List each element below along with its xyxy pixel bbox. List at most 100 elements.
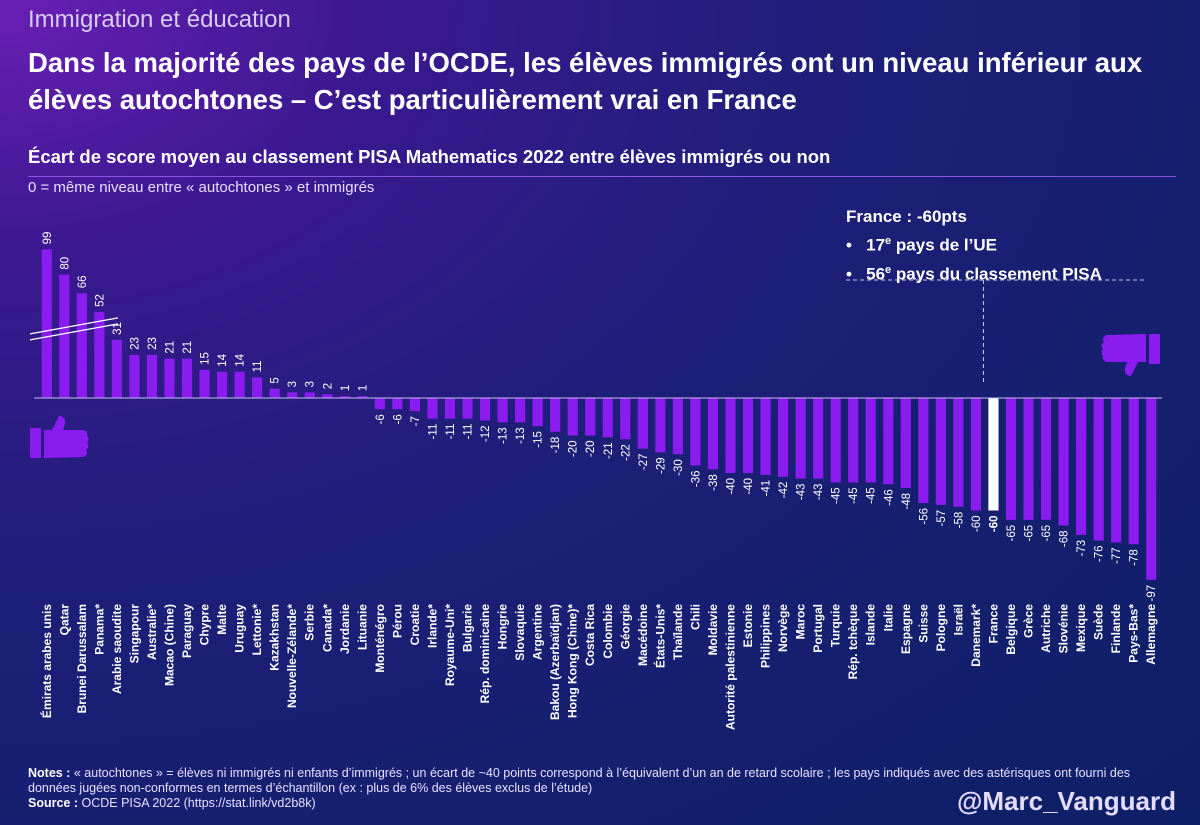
bar-12 (252, 377, 263, 398)
bar-19 (374, 398, 385, 410)
bar-62 (1128, 398, 1139, 545)
value-label-6: 23 (147, 337, 159, 350)
category-label-12: Lettonie* (250, 604, 264, 656)
value-label-19: -6 (375, 414, 387, 424)
bar-21 (409, 398, 421, 412)
value-label-50: -56 (918, 508, 930, 525)
bar-14 (287, 392, 298, 398)
bar-54 (988, 398, 999, 511)
category-label-35: États-Unis* (652, 604, 667, 668)
notes-label: Notes : (28, 766, 71, 780)
value-label-10: 14 (217, 353, 229, 366)
bar-7 (164, 358, 175, 398)
value-label-20: -6 (392, 414, 404, 424)
bar-63 (1146, 398, 1157, 580)
bar-61 (1111, 398, 1122, 543)
bar-35 (655, 398, 666, 453)
category-label-53: Danemark* (969, 604, 983, 667)
value-label-48: -46 (883, 489, 895, 506)
bar-33 (620, 398, 631, 440)
eu-rank-suffix: e (885, 235, 892, 247)
bar-17 (339, 396, 350, 398)
value-label-63: -97 (1146, 585, 1158, 602)
bar-55 (1005, 398, 1017, 520)
value-label-52: -58 (953, 512, 965, 529)
category-label-43: Maroc (794, 604, 808, 640)
source-text: OCDE PISA 2022 (https://stat.link/vd2b8k… (81, 796, 316, 810)
value-label-25: -12 (480, 426, 492, 443)
category-label-46: Rép. tchèque (846, 604, 860, 680)
category-label-23: Royaume-Uni* (443, 604, 457, 686)
bar-3 (94, 311, 105, 398)
category-label-24: Bulgarie (461, 604, 475, 652)
category-label-28: Argentine (531, 604, 545, 660)
thumbs-up-icon (30, 416, 89, 458)
bar-60 (1093, 398, 1104, 541)
category-label-57: Autriche (1039, 604, 1053, 653)
bar-38 (707, 398, 719, 470)
category-label-30: Hong Kong (Chine)* (566, 604, 580, 718)
category-label-21: Croatie (408, 604, 422, 646)
bar-42 (777, 398, 789, 477)
pisa-rank: 56 (866, 264, 886, 284)
bar-37 (690, 398, 701, 466)
bar-0 (41, 249, 52, 398)
value-label-4: 31 (112, 322, 124, 335)
value-label-53: -60 (971, 516, 983, 533)
category-label-13: Kazakhstan (268, 604, 282, 671)
category-label-60: Suède (1092, 604, 1106, 640)
bar-8 (181, 358, 193, 398)
kicker-label: Immigration et éducation (28, 6, 291, 33)
bar-49 (900, 398, 911, 488)
value-label-30: -20 (568, 441, 580, 458)
eu-rank: 17 (866, 235, 886, 255)
category-label-59: Mexique (1074, 604, 1088, 652)
value-label-61: -77 (1111, 547, 1123, 564)
value-label-36: -30 (673, 459, 685, 476)
zero-baseline-note: 0 = même niveau entre « autochtones » et… (28, 179, 375, 196)
callout-line-eu: • 17e pays de l’UE (846, 229, 1102, 258)
bar-31 (585, 398, 596, 436)
bar-25 (479, 398, 491, 421)
bar-59 (1076, 398, 1087, 535)
value-label-59: -73 (1076, 540, 1088, 557)
value-label-17: 1 (340, 385, 352, 391)
bar-6 (146, 354, 158, 398)
value-label-49: -48 (901, 493, 913, 510)
value-label-42: -42 (778, 482, 790, 499)
category-label-26: Hongrie (496, 604, 510, 650)
bar-39 (725, 398, 736, 473)
bar-52 (953, 398, 964, 507)
bar-27 (515, 398, 526, 423)
value-label-39: -40 (725, 478, 737, 495)
value-label-44: -43 (813, 484, 825, 501)
bar-53 (970, 398, 982, 511)
value-label-1: 80 (59, 257, 71, 270)
bar-43 (795, 398, 806, 479)
value-label-13: 5 (270, 377, 282, 383)
pisa-rank-text: pays du classement PISA (891, 264, 1102, 284)
bar-22 (427, 398, 438, 419)
category-label-63: Allemagne (1144, 604, 1158, 665)
chart-subtitle: Écart de score moyen au classement PISA … (28, 146, 831, 167)
value-label-56: -65 (1024, 525, 1036, 542)
value-label-31: -20 (585, 441, 597, 458)
category-label-20: Pérou (390, 604, 404, 638)
bullet: • (846, 235, 852, 255)
category-label-18: Lituanie (355, 604, 369, 650)
category-label-1: Qatar (57, 604, 71, 636)
bar-58 (1058, 398, 1069, 526)
value-label-27: -13 (515, 427, 527, 444)
category-label-29: Bakou (Azerbaïdjan) (548, 604, 562, 720)
category-label-25: Rép. dominicaine (478, 604, 492, 704)
value-label-33: -22 (620, 444, 632, 461)
value-label-5: 23 (129, 337, 141, 350)
value-label-23: -11 (445, 424, 457, 440)
value-label-16: 2 (322, 383, 334, 389)
category-label-32: Colombie (601, 604, 615, 659)
bar-56 (1023, 398, 1034, 520)
category-label-4: Arabie saoudite (110, 604, 124, 694)
bar-32 (602, 398, 613, 438)
category-label-56: Grèce (1022, 604, 1036, 638)
